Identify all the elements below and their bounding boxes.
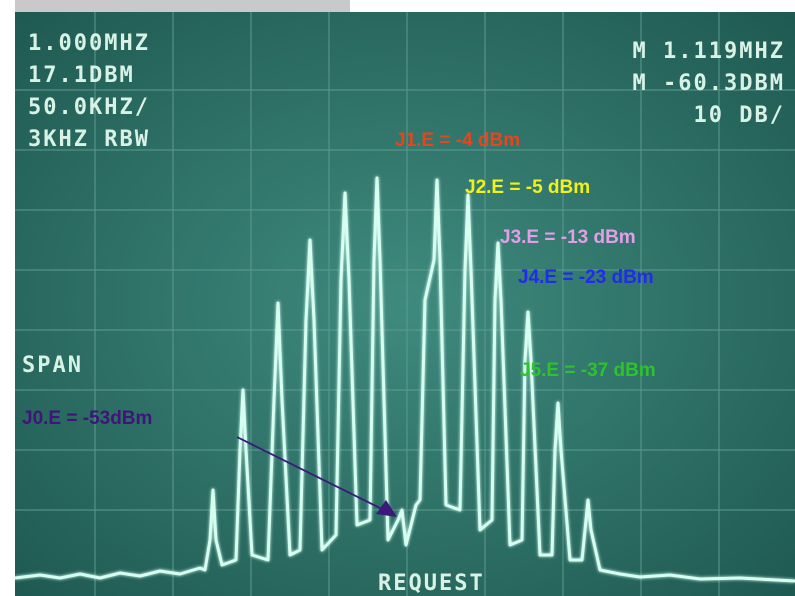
annotation: J2.E = -5 dBm	[465, 177, 590, 198]
setting-text: 1.000MHZ	[28, 31, 150, 56]
setting-text: 3KHZ RBW	[28, 127, 150, 152]
annotation: J3.E = -13 dBm	[500, 227, 636, 248]
setting-text: M 1.119MHZ	[633, 39, 785, 64]
span-label: SPAN	[22, 353, 83, 378]
screenshot: 1.000MHZ 17.1DBM 50.0KHZ/3KHZ RBW M 1.119M…	[0, 0, 795, 596]
top-bar	[15, 0, 350, 12]
annotation: J0.E = -53dBm	[22, 408, 152, 429]
annotation: J4.E = -23 dBm	[518, 267, 654, 288]
setting-text: M -60.3DBM	[633, 71, 785, 96]
annotation: J1.E = -4 dBm	[395, 130, 520, 151]
bottom-label: REQUEST	[378, 571, 485, 596]
annotation: J5.E = -37 dBm	[520, 360, 656, 381]
setting-text: 10 DB/	[694, 103, 785, 128]
setting-text: 50.0KHZ/	[28, 95, 150, 120]
setting-text: 17.1DBM	[28, 63, 135, 88]
